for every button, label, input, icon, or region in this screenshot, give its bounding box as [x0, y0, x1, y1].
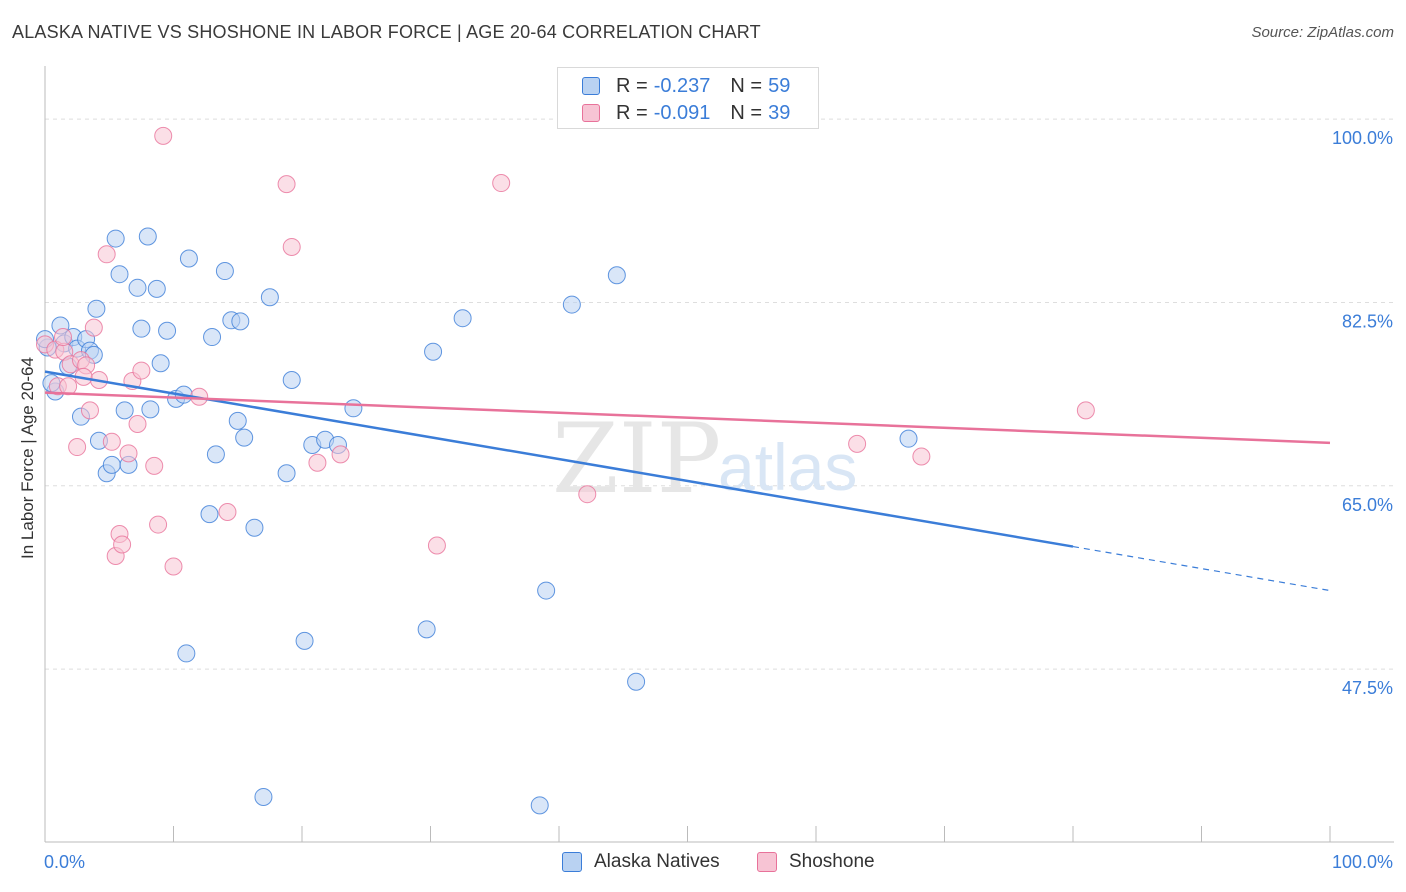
alaska-point	[627, 672, 646, 691]
legend-item-shoshone[interactable]: Shoshone	[757, 851, 875, 873]
alaska-point	[537, 581, 556, 600]
alaska-point	[87, 299, 106, 318]
alaska-point	[141, 400, 160, 419]
legend-row-alaska: R = -0.237 N = 59	[558, 72, 790, 100]
legend-label-shoshone: Shoshone	[789, 851, 875, 872]
n-value: 39	[768, 101, 791, 124]
y-tick-label: 82.5%	[1342, 311, 1393, 331]
shoshone-point	[59, 377, 78, 396]
alaska-point	[254, 787, 273, 806]
r-label: R =	[616, 101, 648, 124]
alaska-point	[106, 229, 125, 248]
alaska-point	[899, 429, 918, 448]
alaska-point	[151, 354, 170, 373]
x-tick-max: 100.0%	[1331, 852, 1393, 872]
r-label: R =	[616, 74, 648, 97]
alaska-swatch	[582, 77, 600, 95]
alaska-point	[179, 249, 198, 268]
alaska-legend-swatch	[562, 852, 582, 872]
alaska-point	[295, 631, 314, 650]
correlation-legend: R = -0.237 N = 59 R = -0.091 N = 39	[557, 67, 819, 129]
alaska-point	[128, 278, 147, 297]
alaska-point	[147, 279, 166, 298]
legend-row-shoshone: R = -0.091 N = 39	[558, 99, 790, 127]
alaska-point	[260, 288, 279, 307]
shoshone-point	[97, 245, 116, 264]
alaska-point	[138, 227, 157, 246]
shoshone-point	[145, 456, 164, 475]
shoshone-point	[427, 536, 446, 555]
alaska-point	[215, 262, 234, 281]
watermark-atlas: atlas	[718, 430, 857, 504]
alaska-point	[235, 428, 254, 447]
series-legend: Alaska Natives Shoshone	[0, 851, 1406, 877]
shoshone-point	[119, 444, 138, 463]
shoshone-point	[164, 557, 183, 576]
n-label: N =	[730, 101, 763, 124]
shoshone-swatch	[582, 104, 600, 122]
legend-label-alaska: Alaska Natives	[594, 851, 720, 872]
alaska-point	[115, 401, 134, 420]
shoshone-point	[84, 318, 103, 337]
alaska-point	[530, 796, 549, 815]
alaska-point	[110, 265, 129, 284]
shoshone-point	[912, 447, 931, 466]
shoshone-point	[218, 503, 237, 521]
shoshone-point	[128, 415, 147, 433]
shoshone-point	[1076, 401, 1095, 420]
chart-title: ALASKA NATIVE VS SHOSHONE IN LABOR FORCE…	[12, 22, 761, 42]
y-tick-label: 100.0%	[1332, 128, 1393, 148]
shoshone-point	[80, 401, 99, 420]
shoshone-point	[277, 175, 296, 194]
x-tick-min: 0.0%	[44, 852, 86, 872]
alaska-point	[282, 371, 301, 389]
y-tick-label: 47.5%	[1342, 678, 1393, 698]
alaska-point	[228, 411, 247, 430]
alaska-point	[206, 445, 225, 464]
alaska-point	[424, 342, 443, 361]
shoshone-point	[102, 432, 121, 451]
alaska-point	[177, 644, 196, 663]
shoshone-point	[154, 126, 173, 145]
shoshone-point	[331, 445, 350, 464]
watermark-zip: ZIP	[552, 403, 721, 515]
shoshone-point	[308, 453, 327, 472]
alaska-point	[417, 620, 436, 639]
legend-item-alaska[interactable]: Alaska Natives	[562, 851, 720, 873]
shoshone-point	[282, 237, 301, 256]
shoshone-point	[149, 515, 168, 534]
shoshone-point	[578, 485, 597, 504]
shoshone-point	[492, 174, 511, 193]
alaska-trend-extension	[1072, 545, 1331, 592]
alaska-point	[277, 464, 296, 483]
alaska-point	[231, 312, 250, 331]
shoshone-point	[113, 535, 132, 554]
shoshone-point	[848, 434, 867, 453]
y-tick-label: 65.0%	[1342, 495, 1393, 515]
alaska-point	[158, 321, 177, 340]
shoshone-point	[53, 328, 72, 347]
alaska-point	[607, 266, 626, 285]
shoshone-point	[68, 438, 87, 457]
alaska-point	[132, 319, 151, 338]
r-value: -0.237	[653, 74, 711, 97]
alaska-point	[453, 309, 472, 328]
source-label: Source: ZipAtlas.com	[1251, 24, 1394, 41]
n-label: N =	[730, 74, 763, 97]
alaska-point	[200, 505, 219, 524]
alaska-point	[203, 328, 222, 347]
shoshone-point	[132, 361, 151, 380]
y-axis-label: In Labor Force | Age 20-64	[18, 357, 37, 559]
alaska-point	[245, 518, 264, 537]
n-value: 59	[768, 74, 791, 97]
alaska-point	[102, 455, 121, 474]
alaska-trend-line	[44, 370, 1074, 548]
shoshone-legend-swatch	[757, 852, 777, 872]
shoshone-trend-line	[44, 391, 1331, 445]
alaska-point	[562, 295, 581, 314]
alaska-point	[344, 399, 363, 418]
r-value: -0.091	[653, 101, 711, 124]
